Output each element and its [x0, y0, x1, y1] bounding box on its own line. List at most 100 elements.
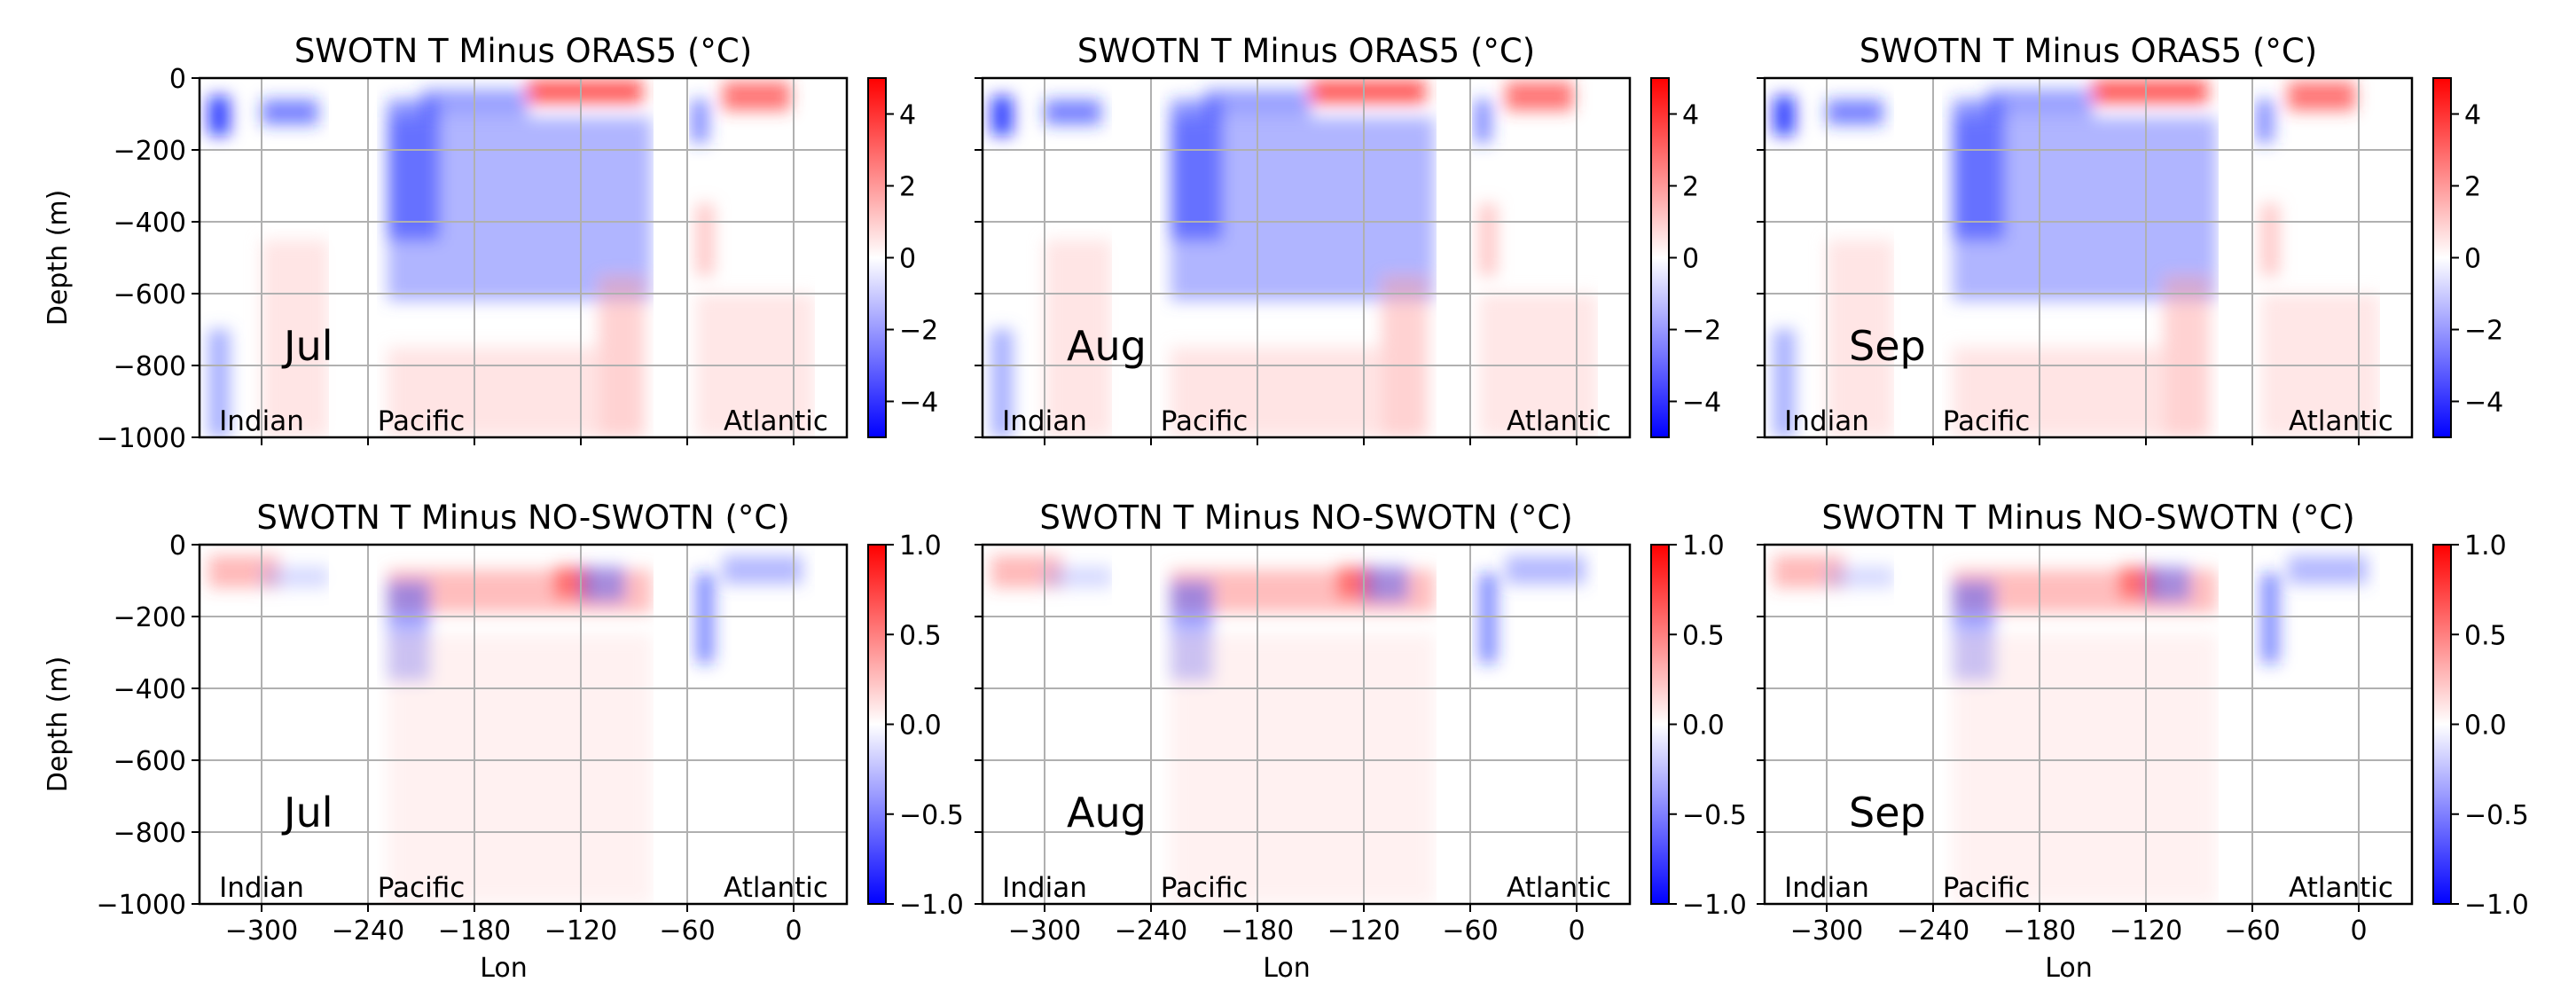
colorbar-tick-label: 4 — [899, 100, 916, 131]
axes-frame — [198, 76, 849, 439]
heatmap-field — [200, 78, 847, 437]
colorbar-tick-label: −4 — [899, 388, 938, 419]
colorbar-tick-label: 0.5 — [1682, 620, 1725, 651]
basin-label: Pacific — [1943, 872, 2031, 904]
panel-1-0: −300 −240 −180 −120 −60 00−200−400−600−800−10… — [43, 499, 964, 982]
x-tick-label: −240 — [332, 915, 404, 947]
x-tick-label: −120 — [1327, 915, 1400, 947]
colorbar-tick-label: 2 — [2464, 172, 2481, 203]
colorbar: 4 2 0 −2 −4 — [2432, 77, 2503, 438]
heatmap-field — [983, 78, 1630, 437]
colorbar: 1.0 0.5 0.0 −0.5 −1.0 — [867, 530, 964, 921]
panel-0-0: 0 −200 −400 −600 −800 −1000 SWOTN T Minus ORAS… — [43, 32, 938, 454]
heatmap-field — [1765, 78, 2412, 437]
colorbar-tick-label: −1.0 — [899, 890, 964, 921]
x-axis-label: Lon — [480, 953, 528, 982]
month-label: Sep — [1849, 322, 1926, 370]
basin-label: Atlantic — [2289, 872, 2393, 904]
y-tick-label: −1000 — [97, 423, 186, 454]
colorbar-tick-label: 4 — [1682, 100, 1699, 131]
y-tick-label: −400 — [114, 674, 186, 705]
colorbar-tick-label: −1.0 — [2464, 890, 2529, 921]
x-tick-label: −180 — [438, 915, 511, 947]
month-label: Aug — [1067, 322, 1147, 370]
basin-label: Indian — [1002, 405, 1087, 437]
colorbar-tick-label: 2 — [899, 172, 916, 203]
panel-0-2: SWOTN T Minus ORAS5 (°C) Sep Indian Pacific… — [1757, 32, 2503, 445]
x-tick-label: −240 — [1115, 915, 1187, 947]
x-tick-label: −300 — [225, 915, 298, 947]
x-tick-label: −180 — [2003, 915, 2076, 947]
x-tick-label: −180 — [1221, 915, 1294, 947]
colorbar-tick-label: 0.0 — [899, 711, 942, 742]
colorbar-tick-label: −0.5 — [2464, 800, 2529, 831]
x-tick-label: 0 — [2350, 915, 2367, 947]
basin-label: Indian — [219, 872, 304, 904]
panel-1-1: −300 −240 −180 −120 −60 0 SWOTN T Minus NO-SWO… — [975, 499, 1747, 982]
y-tick-label: 0 — [169, 64, 186, 95]
colorbar-tick-label: −2 — [1682, 316, 1721, 347]
y-tick-label: −600 — [114, 746, 186, 777]
basin-label: Pacific — [1161, 872, 1249, 904]
colorbar-tick-label: 1.0 — [1682, 530, 1725, 562]
colorbar-tick-label: 1.0 — [899, 530, 942, 562]
colorbar-tick-label: −4 — [2464, 388, 2503, 419]
colorbar: 4 2 0 −2 −4 — [867, 77, 938, 438]
basin-label: Atlantic — [724, 872, 828, 904]
x-axis-label: Lon — [1263, 953, 1311, 982]
x-tick-label: −300 — [1008, 915, 1081, 947]
basin-label: Atlantic — [1507, 872, 1611, 904]
x-axis-label: Lon — [2045, 953, 2093, 982]
x-tick-label: −120 — [2110, 915, 2182, 947]
x-tick-label: −60 — [1442, 915, 1498, 947]
basin-label: Indian — [1784, 405, 1869, 437]
colorbar: 4 2 0 −2 −4 — [1650, 77, 1721, 438]
x-tick-label: −60 — [2224, 915, 2280, 947]
panel-title: SWOTN T Minus NO-SWOTN (°C) — [1821, 499, 2354, 537]
panel-title: SWOTN T Minus NO-SWOTN (°C) — [1039, 499, 1572, 537]
colorbar-tick-label: 0.5 — [2464, 620, 2507, 651]
colorbar-tick-label: 0 — [1682, 244, 1699, 275]
axes-frame — [981, 543, 1632, 906]
colorbar-tick-label: 0 — [2464, 244, 2481, 275]
basin-label: Atlantic — [1507, 405, 1611, 437]
colorbar-tick-label: −0.5 — [1682, 800, 1747, 831]
x-tick-label: −120 — [544, 915, 617, 947]
panel-title: SWOTN T Minus ORAS5 (°C) — [1860, 32, 2317, 70]
x-tick-label: −300 — [1790, 915, 1863, 947]
axes-frame — [1763, 76, 2414, 439]
colorbar-tick-label: −2 — [2464, 316, 2503, 347]
heatmap-field — [1765, 545, 2412, 904]
axes-frame — [981, 76, 1632, 439]
y-tick-label: −600 — [114, 279, 186, 310]
axes-frame — [198, 543, 849, 906]
y-tick-label: −800 — [114, 818, 186, 849]
colorbar-tick-label: 0.0 — [1682, 711, 1725, 742]
basin-label: Pacific — [378, 405, 466, 437]
y-tick-label: −1000 — [97, 890, 186, 921]
basin-label: Indian — [1002, 872, 1087, 904]
month-label: Sep — [1849, 789, 1926, 837]
colorbar-tick-label: 1.0 — [2464, 530, 2507, 562]
colorbar-tick-label: 0 — [899, 244, 916, 275]
month-label: Jul — [281, 322, 333, 370]
colorbar-tick-label: −1.0 — [1682, 890, 1747, 921]
x-tick-label: 0 — [1568, 915, 1585, 947]
colorbar: 1.0 0.5 0.0 −0.5 −1.0 — [1650, 530, 1747, 921]
colorbar-tick-label: 0.0 — [2464, 711, 2507, 742]
month-label: Aug — [1067, 789, 1147, 837]
panel-title: SWOTN T Minus ORAS5 (°C) — [1077, 32, 1535, 70]
axes-frame — [1763, 543, 2414, 906]
y-axis-label: Depth (m) — [43, 656, 74, 793]
y-tick-label: 0 — [169, 530, 186, 562]
heatmap-field — [983, 545, 1630, 904]
colorbar-tick-label: −4 — [1682, 388, 1721, 419]
basin-label: Pacific — [1161, 405, 1249, 437]
y-tick-label: −400 — [114, 208, 186, 239]
panel-title: SWOTN T Minus ORAS5 (°C) — [294, 32, 752, 70]
panel-0-1: SWOTN T Minus ORAS5 (°C) Aug Indian Pacific… — [975, 32, 1721, 445]
colorbar-tick-label: 2 — [1682, 172, 1699, 203]
heatmap-field — [200, 545, 847, 904]
basin-label: Pacific — [1943, 405, 2031, 437]
